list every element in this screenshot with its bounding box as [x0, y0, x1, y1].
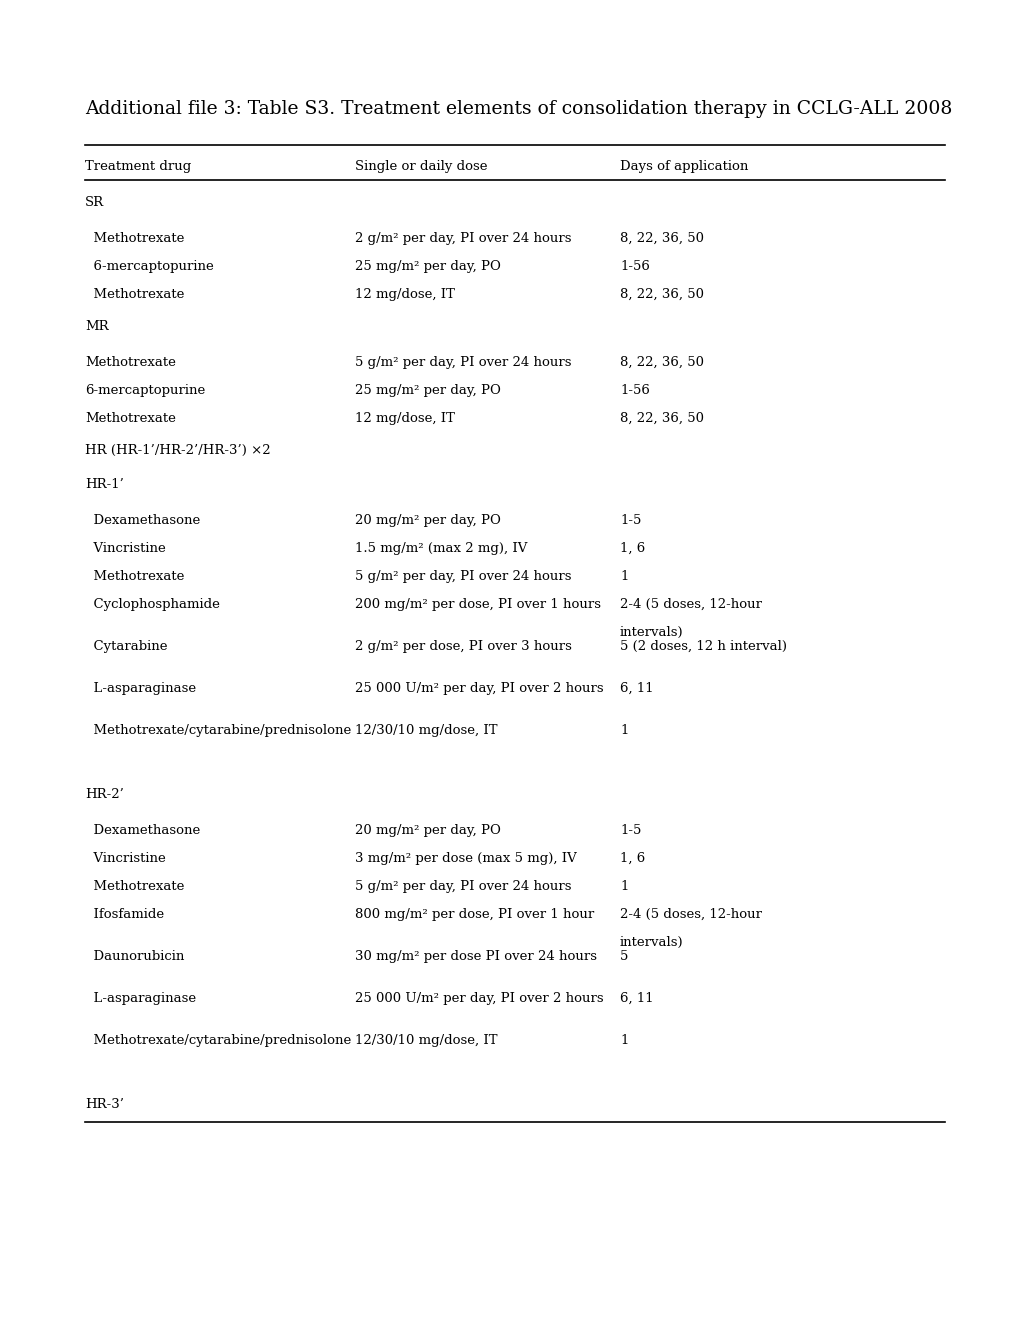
Text: 25 mg/m² per day, PO: 25 mg/m² per day, PO [355, 260, 500, 273]
Text: 25 mg/m² per day, PO: 25 mg/m² per day, PO [355, 384, 500, 397]
Text: HR-3’: HR-3’ [85, 1098, 124, 1111]
Text: 6-mercaptopurine: 6-mercaptopurine [85, 260, 214, 273]
Text: 200 mg/m² per dose, PI over 1 hours: 200 mg/m² per dose, PI over 1 hours [355, 598, 600, 611]
Text: Ifosfamide: Ifosfamide [85, 908, 164, 921]
Text: intervals): intervals) [620, 936, 683, 949]
Text: HR (HR-1’/HR-2’/HR-3’) ×2: HR (HR-1’/HR-2’/HR-3’) ×2 [85, 444, 270, 457]
Text: 2-4 (5 doses, 12-hour: 2-4 (5 doses, 12-hour [620, 598, 761, 611]
Text: 20 mg/m² per day, PO: 20 mg/m² per day, PO [355, 513, 500, 527]
Text: 1, 6: 1, 6 [620, 543, 645, 554]
Text: Dexamethasone: Dexamethasone [85, 824, 200, 837]
Text: Methotrexate: Methotrexate [85, 880, 184, 894]
Text: 1-5: 1-5 [620, 513, 641, 527]
Text: 1: 1 [620, 880, 628, 894]
Text: 1-56: 1-56 [620, 260, 649, 273]
Text: Cytarabine: Cytarabine [85, 640, 167, 653]
Text: Methotrexate: Methotrexate [85, 356, 175, 370]
Text: HR-2’: HR-2’ [85, 788, 123, 801]
Text: 25 000 U/m² per day, PI over 2 hours: 25 000 U/m² per day, PI over 2 hours [355, 993, 603, 1005]
Text: 6, 11: 6, 11 [620, 993, 653, 1005]
Text: 12/30/10 mg/dose, IT: 12/30/10 mg/dose, IT [355, 723, 497, 737]
Text: Methotrexate: Methotrexate [85, 570, 184, 583]
Text: Methotrexate: Methotrexate [85, 288, 184, 301]
Text: Methotrexate: Methotrexate [85, 232, 184, 246]
Text: 6-mercaptopurine: 6-mercaptopurine [85, 384, 205, 397]
Text: 2 g/m² per dose, PI over 3 hours: 2 g/m² per dose, PI over 3 hours [355, 640, 572, 653]
Text: 6, 11: 6, 11 [620, 682, 653, 696]
Text: 8, 22, 36, 50: 8, 22, 36, 50 [620, 232, 703, 246]
Text: HR-1’: HR-1’ [85, 478, 123, 491]
Text: Methotrexate: Methotrexate [85, 412, 175, 425]
Text: 1-5: 1-5 [620, 824, 641, 837]
Text: 12 mg/dose, IT: 12 mg/dose, IT [355, 288, 454, 301]
Text: 5 (2 doses, 12 h interval): 5 (2 doses, 12 h interval) [620, 640, 787, 653]
Text: 12/30/10 mg/dose, IT: 12/30/10 mg/dose, IT [355, 1034, 497, 1047]
Text: 5 g/m² per day, PI over 24 hours: 5 g/m² per day, PI over 24 hours [355, 356, 571, 370]
Text: Days of application: Days of application [620, 160, 748, 173]
Text: 8, 22, 36, 50: 8, 22, 36, 50 [620, 412, 703, 425]
Text: intervals): intervals) [620, 626, 683, 639]
Text: 30 mg/m² per dose PI over 24 hours: 30 mg/m² per dose PI over 24 hours [355, 950, 596, 964]
Text: 20 mg/m² per day, PO: 20 mg/m² per day, PO [355, 824, 500, 837]
Text: 8, 22, 36, 50: 8, 22, 36, 50 [620, 288, 703, 301]
Text: Single or daily dose: Single or daily dose [355, 160, 487, 173]
Text: Vincristine: Vincristine [85, 851, 166, 865]
Text: Vincristine: Vincristine [85, 543, 166, 554]
Text: Cyclophosphamide: Cyclophosphamide [85, 598, 220, 611]
Text: 2-4 (5 doses, 12-hour: 2-4 (5 doses, 12-hour [620, 908, 761, 921]
Text: 1: 1 [620, 1034, 628, 1047]
Text: 3 mg/m² per dose (max 5 mg), IV: 3 mg/m² per dose (max 5 mg), IV [355, 851, 576, 865]
Text: 5: 5 [620, 950, 628, 964]
Text: 1: 1 [620, 570, 628, 583]
Text: L-asparaginase: L-asparaginase [85, 682, 196, 696]
Text: 8, 22, 36, 50: 8, 22, 36, 50 [620, 356, 703, 370]
Text: Additional file 3: Table S3. Treatment elements of consolidation therapy in CCLG: Additional file 3: Table S3. Treatment e… [85, 100, 952, 117]
Text: 5 g/m² per day, PI over 24 hours: 5 g/m² per day, PI over 24 hours [355, 570, 571, 583]
Text: 800 mg/m² per dose, PI over 1 hour: 800 mg/m² per dose, PI over 1 hour [355, 908, 594, 921]
Text: Daunorubicin: Daunorubicin [85, 950, 184, 964]
Text: 1-56: 1-56 [620, 384, 649, 397]
Text: MR: MR [85, 319, 108, 333]
Text: 1: 1 [620, 723, 628, 737]
Text: Methotrexate/cytarabine/prednisolone: Methotrexate/cytarabine/prednisolone [85, 1034, 351, 1047]
Text: 1.5 mg/m² (max 2 mg), IV: 1.5 mg/m² (max 2 mg), IV [355, 543, 527, 554]
Text: Methotrexate/cytarabine/prednisolone: Methotrexate/cytarabine/prednisolone [85, 723, 351, 737]
Text: 5 g/m² per day, PI over 24 hours: 5 g/m² per day, PI over 24 hours [355, 880, 571, 894]
Text: 2 g/m² per day, PI over 24 hours: 2 g/m² per day, PI over 24 hours [355, 232, 571, 246]
Text: SR: SR [85, 195, 104, 209]
Text: Treatment drug: Treatment drug [85, 160, 192, 173]
Text: 1, 6: 1, 6 [620, 851, 645, 865]
Text: L-asparaginase: L-asparaginase [85, 993, 196, 1005]
Text: 12 mg/dose, IT: 12 mg/dose, IT [355, 412, 454, 425]
Text: 25 000 U/m² per day, PI over 2 hours: 25 000 U/m² per day, PI over 2 hours [355, 682, 603, 696]
Text: Dexamethasone: Dexamethasone [85, 513, 200, 527]
